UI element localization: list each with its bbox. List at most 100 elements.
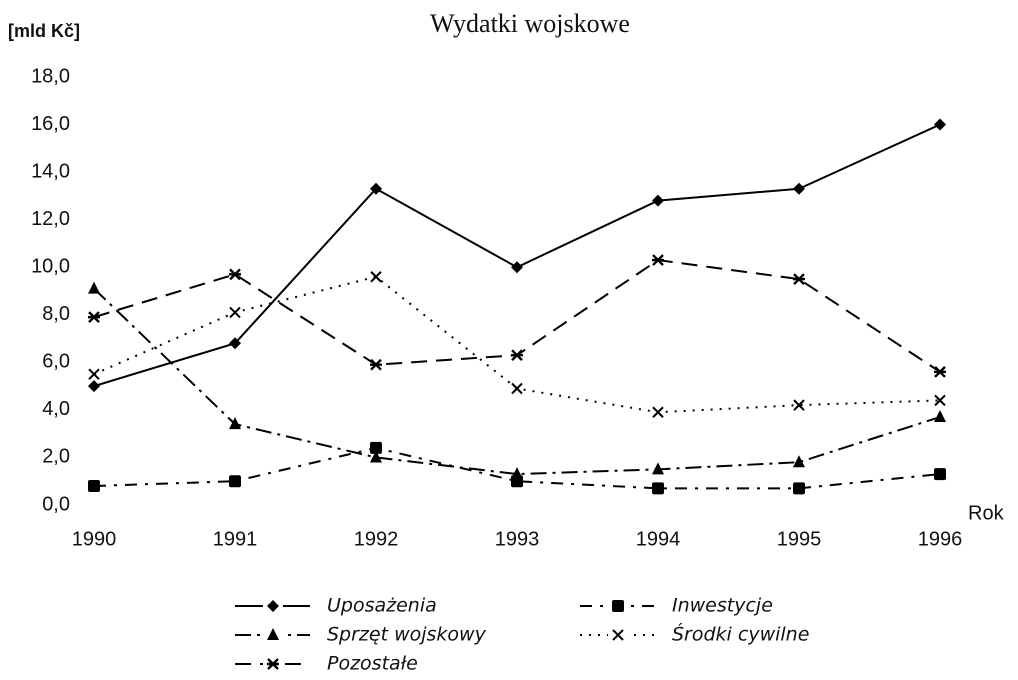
marker bbox=[511, 382, 523, 395]
y-axis-label: [mld Kč] bbox=[8, 21, 80, 41]
marker bbox=[229, 337, 241, 350]
marker-shape bbox=[652, 194, 664, 207]
marker bbox=[370, 441, 382, 454]
marker bbox=[88, 380, 100, 393]
y-tick-label: 10,0 bbox=[31, 256, 70, 278]
marker bbox=[229, 417, 241, 430]
marker-shape bbox=[652, 482, 664, 495]
marker bbox=[934, 468, 946, 481]
marker-shape bbox=[934, 468, 946, 481]
y-tick-label: 4,0 bbox=[42, 398, 70, 420]
x-tick-label: 1990 bbox=[72, 528, 117, 550]
legend-label: Pozostałe bbox=[327, 653, 418, 675]
marker bbox=[934, 118, 946, 131]
marker-shape bbox=[88, 368, 100, 380]
marker-shape bbox=[652, 462, 664, 475]
marker bbox=[934, 365, 946, 378]
marker bbox=[88, 368, 100, 380]
x-tick-label: 1996 bbox=[918, 528, 963, 550]
marker bbox=[793, 482, 805, 495]
marker-shape bbox=[370, 441, 382, 454]
marker bbox=[511, 467, 523, 480]
marker-shape bbox=[934, 365, 946, 378]
marker-shape bbox=[511, 467, 523, 480]
marker bbox=[229, 475, 241, 488]
x-tick-label: 1993 bbox=[495, 528, 540, 550]
marker-shape bbox=[793, 482, 805, 495]
legend-marker bbox=[267, 600, 279, 612]
marker-shape bbox=[934, 394, 946, 407]
marker-shape bbox=[652, 254, 664, 266]
marker-shape bbox=[88, 281, 100, 294]
marker bbox=[652, 194, 664, 207]
marker-shape bbox=[88, 311, 100, 324]
y-tick-label: 8,0 bbox=[42, 303, 70, 325]
marker-shape bbox=[511, 382, 523, 395]
legend-label: Uposażenia bbox=[327, 595, 437, 617]
marker-shape bbox=[229, 475, 241, 488]
marker-shape bbox=[793, 455, 805, 468]
marker bbox=[229, 306, 241, 319]
marker bbox=[934, 394, 946, 407]
y-tick-label: 14,0 bbox=[31, 160, 70, 182]
marker bbox=[370, 450, 382, 463]
marker-shape bbox=[267, 600, 279, 612]
marker bbox=[88, 311, 100, 324]
marker-shape bbox=[229, 268, 241, 281]
marker-shape bbox=[793, 399, 805, 411]
marker bbox=[229, 268, 241, 281]
marker bbox=[370, 358, 382, 371]
y-tick-label: 16,0 bbox=[31, 113, 70, 135]
marker bbox=[652, 482, 664, 495]
marker bbox=[652, 254, 664, 266]
marker bbox=[652, 406, 664, 418]
marker bbox=[793, 399, 805, 411]
x-axis-label: Rok bbox=[968, 502, 1005, 524]
series-line bbox=[93, 287, 941, 476]
marker-shape bbox=[88, 380, 100, 393]
marker bbox=[370, 182, 382, 195]
legend-marker bbox=[267, 658, 279, 670]
marker-shape bbox=[370, 271, 382, 283]
y-tick-label: 0,0 bbox=[42, 493, 70, 515]
marker-shape bbox=[267, 658, 279, 670]
marker-shape bbox=[612, 600, 624, 612]
x-tick-label: 1995 bbox=[777, 528, 822, 550]
marker bbox=[793, 273, 805, 285]
legend-marker bbox=[267, 628, 279, 640]
marker-shape bbox=[229, 337, 241, 350]
marker bbox=[934, 410, 946, 423]
marker-shape bbox=[370, 182, 382, 195]
marker-shape bbox=[612, 629, 624, 641]
marker-shape bbox=[229, 306, 241, 319]
y-tick-label: 18,0 bbox=[31, 65, 70, 87]
x-tick-label: 1994 bbox=[636, 528, 681, 550]
series-line bbox=[93, 123, 941, 388]
marker bbox=[793, 455, 805, 468]
marker bbox=[652, 462, 664, 475]
marker-shape bbox=[793, 182, 805, 195]
marker-shape bbox=[267, 628, 279, 640]
y-tick-label: 12,0 bbox=[31, 208, 70, 230]
legend-marker bbox=[612, 600, 624, 612]
marker-shape bbox=[370, 450, 382, 463]
marker-shape bbox=[88, 479, 100, 492]
marker-shape bbox=[511, 349, 523, 362]
marker bbox=[88, 281, 100, 294]
x-tick-label: 1992 bbox=[354, 528, 399, 550]
marker bbox=[88, 479, 100, 492]
legend-label: Sprzęt wojskowy bbox=[327, 624, 487, 646]
marker bbox=[793, 182, 805, 195]
chart-title: Wydatki wojskowe bbox=[430, 9, 630, 38]
marker bbox=[511, 349, 523, 362]
series-line bbox=[93, 275, 941, 414]
marker bbox=[370, 271, 382, 283]
legend-label: Inwestycje bbox=[672, 595, 773, 617]
marker-shape bbox=[793, 273, 805, 285]
marker-shape bbox=[511, 261, 523, 274]
marker bbox=[511, 261, 523, 274]
x-tick-label: 1991 bbox=[213, 528, 258, 550]
marker-shape bbox=[229, 417, 241, 430]
legend-marker bbox=[612, 629, 624, 641]
